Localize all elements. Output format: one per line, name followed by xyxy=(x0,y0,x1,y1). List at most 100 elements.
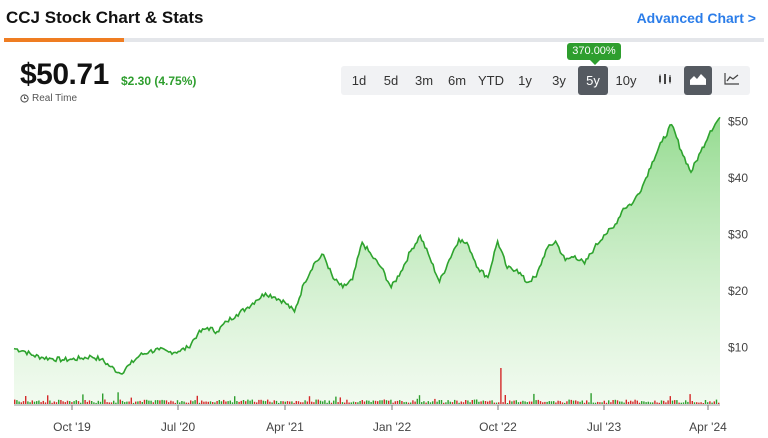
volume-bar xyxy=(405,401,407,404)
volume-bar xyxy=(201,400,203,404)
volume-bar xyxy=(462,402,465,404)
range-ytd-button[interactable]: YTD xyxy=(478,73,504,88)
range-5d-button[interactable]: 5d xyxy=(383,73,399,88)
volume-bar xyxy=(291,401,293,404)
volume-bar xyxy=(293,402,295,404)
x-tick-label: Jul '23 xyxy=(587,420,622,434)
volume-bar xyxy=(493,402,495,404)
y-tick-label: $20 xyxy=(728,284,748,298)
volume-bar xyxy=(88,400,91,404)
range-1y-button[interactable]: 1y xyxy=(518,73,532,88)
volume-bar xyxy=(698,402,700,404)
area-chart-button[interactable] xyxy=(684,66,712,95)
volume-bar xyxy=(555,402,557,404)
volume-bar xyxy=(667,400,669,404)
volume-bar xyxy=(592,402,594,404)
volume-bar xyxy=(660,400,663,404)
volume-bar xyxy=(403,402,405,404)
volume-bar xyxy=(146,399,148,404)
range-6m-button[interactable]: 6m xyxy=(447,73,467,88)
volume-bar xyxy=(445,402,447,404)
volume-bar xyxy=(608,400,610,404)
volume-bar xyxy=(548,401,550,404)
volume-bar xyxy=(229,400,231,404)
volume-bar xyxy=(53,401,55,404)
volume-bar xyxy=(383,399,385,404)
volume-bar xyxy=(104,399,106,404)
volume-bar xyxy=(18,401,20,404)
volume-bar xyxy=(416,398,418,404)
volume-bar xyxy=(33,401,36,404)
volume-bar xyxy=(379,400,381,404)
volume-bar xyxy=(132,402,135,404)
volume-bar xyxy=(126,401,128,404)
volume-bar xyxy=(216,401,218,404)
volume-bar xyxy=(691,401,693,404)
volume-bar xyxy=(484,401,487,404)
volume-bar xyxy=(421,402,423,404)
range-1d-button[interactable]: 1d xyxy=(351,73,367,88)
volume-bar xyxy=(159,400,161,404)
volume-bar xyxy=(381,400,383,404)
volume-bar xyxy=(511,401,513,404)
volume-bar xyxy=(99,401,102,404)
volume-bar xyxy=(172,401,174,404)
volume-bar xyxy=(454,399,456,404)
y-tick-label: $40 xyxy=(728,171,748,185)
volume-bar xyxy=(520,401,522,404)
volume-bar xyxy=(401,401,403,404)
volume-bar xyxy=(590,393,592,404)
volume-bar xyxy=(443,402,445,404)
volume-bar xyxy=(638,402,641,404)
volume-bar xyxy=(337,402,339,404)
volume-bar xyxy=(258,399,260,404)
volume-bar xyxy=(674,400,676,404)
active-tab-indicator xyxy=(4,38,124,42)
volume-bar xyxy=(605,402,608,404)
volume-bar xyxy=(31,400,33,404)
volume-bar xyxy=(515,400,517,404)
volume-bar xyxy=(249,400,251,404)
volume-bar xyxy=(66,400,69,404)
volume-bar xyxy=(583,402,586,404)
range-5y-button[interactable]: 5y xyxy=(578,66,608,95)
volume-bar xyxy=(702,403,704,404)
volume-bar xyxy=(97,400,99,404)
volume-bar xyxy=(137,401,139,404)
volume-bar xyxy=(86,401,88,404)
volume-bar xyxy=(295,401,297,404)
volume-bar xyxy=(678,402,680,404)
volume-bar xyxy=(434,398,436,404)
candlestick-chart-button[interactable] xyxy=(651,66,679,95)
volume-bar xyxy=(718,402,720,404)
volume-bar xyxy=(47,395,49,404)
volume-bar xyxy=(214,402,216,404)
line-chart-button[interactable] xyxy=(718,66,746,95)
volume-bar xyxy=(58,399,60,404)
volume-bar xyxy=(390,399,392,404)
volume-bar xyxy=(190,400,192,404)
volume-bar xyxy=(539,401,542,404)
volume-bar xyxy=(704,400,707,404)
volume-bar xyxy=(438,400,440,404)
volume-bar xyxy=(414,401,416,404)
volume-bar xyxy=(106,402,108,404)
volume-bar xyxy=(194,400,196,404)
volume-bar xyxy=(170,400,172,404)
volume-bar xyxy=(634,399,636,404)
range-10y-button[interactable]: 10y xyxy=(615,73,637,88)
volume-bar xyxy=(594,402,597,404)
advanced-chart-link[interactable]: Advanced Chart > xyxy=(636,10,756,26)
volume-bar xyxy=(506,403,509,404)
volume-bar xyxy=(550,401,553,404)
volume-bar xyxy=(658,402,660,404)
volume-bar xyxy=(377,401,379,404)
range-3y-button[interactable]: 3y xyxy=(552,73,566,88)
volume-bar xyxy=(271,402,273,404)
volume-bar xyxy=(374,400,377,404)
range-3m-button[interactable]: 3m xyxy=(414,73,434,88)
x-tick-label: Jul '20 xyxy=(161,420,196,434)
volume-bar xyxy=(341,402,344,404)
volume-bar xyxy=(500,368,502,404)
